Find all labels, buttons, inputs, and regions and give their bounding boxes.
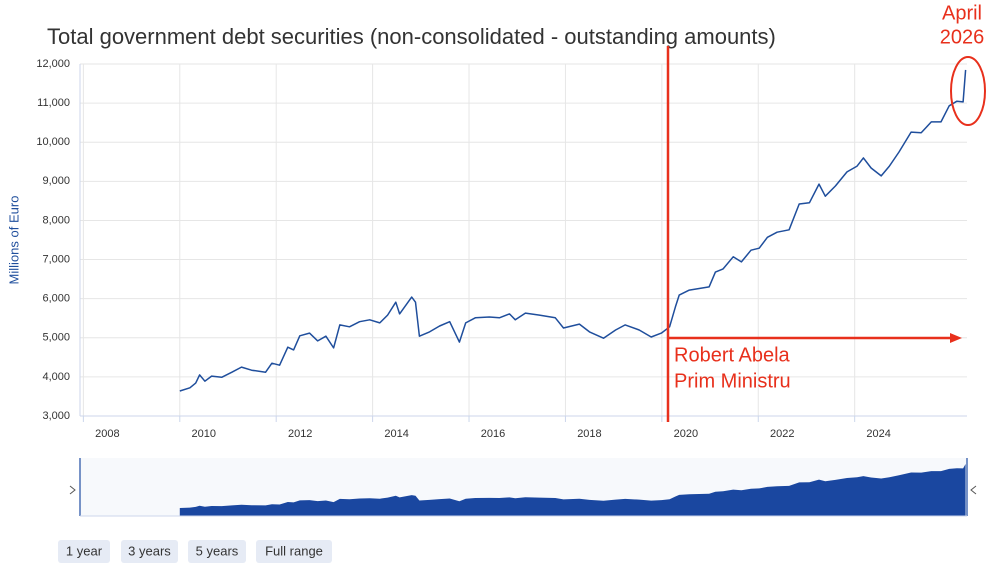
range-button[interactable]: 1 year bbox=[58, 540, 110, 563]
x-tick-label: 2016 bbox=[481, 428, 505, 440]
y-tick-label: 12,000 bbox=[36, 58, 70, 70]
x-tick-label: 2020 bbox=[674, 428, 698, 440]
y-tick-label: 9,000 bbox=[42, 175, 70, 187]
navigator-area bbox=[179, 464, 966, 516]
annotation-arrowhead bbox=[950, 333, 962, 343]
y-tick-label: 5,000 bbox=[42, 332, 70, 344]
data-line bbox=[179, 69, 967, 392]
y-tick-label: 3,000 bbox=[42, 410, 70, 422]
navigator-arrow bbox=[970, 485, 977, 495]
annotation-circle bbox=[950, 56, 986, 126]
chart-title: Total government debt securities (non-co… bbox=[47, 24, 776, 49]
y-tick-label: 4,000 bbox=[42, 371, 70, 383]
range-button-bg bbox=[121, 540, 178, 563]
y-tick-label: 7,000 bbox=[42, 253, 70, 265]
y-tick-label: 6,000 bbox=[42, 293, 70, 305]
annotation-text: 2026 bbox=[940, 26, 985, 48]
y-tick-label: 8,000 bbox=[42, 214, 70, 226]
navigator-arrow bbox=[69, 485, 76, 495]
range-button[interactable]: 3 years bbox=[121, 540, 178, 563]
x-tick-label: 2014 bbox=[384, 428, 408, 440]
range-button[interactable]: 5 years bbox=[188, 540, 246, 563]
y-axis-title: Millions of Euro bbox=[6, 196, 21, 285]
x-tick-label: 2010 bbox=[192, 428, 216, 440]
x-tick-label: 2018 bbox=[577, 428, 601, 440]
x-tick-label: 2008 bbox=[95, 428, 119, 440]
annotation-text: Robert Abela bbox=[674, 344, 791, 366]
annotation-text: Prim Ministru bbox=[674, 370, 791, 392]
x-tick-label: 2022 bbox=[770, 428, 794, 440]
range-button-label: Full range bbox=[265, 543, 323, 558]
range-button-bg bbox=[256, 540, 332, 563]
y-tick-label: 10,000 bbox=[36, 136, 70, 148]
range-button-label: 3 years bbox=[128, 543, 171, 558]
x-tick-label: 2024 bbox=[866, 428, 890, 440]
range-button-label: 1 year bbox=[66, 543, 103, 558]
range-button-bg bbox=[188, 540, 246, 563]
range-button-bg bbox=[58, 540, 110, 563]
range-button[interactable]: Full range bbox=[256, 540, 332, 563]
range-button-label: 5 years bbox=[196, 543, 239, 558]
y-tick-label: 11,000 bbox=[37, 97, 70, 109]
annotation-text: April bbox=[942, 2, 982, 24]
x-tick-label: 2012 bbox=[288, 428, 312, 440]
